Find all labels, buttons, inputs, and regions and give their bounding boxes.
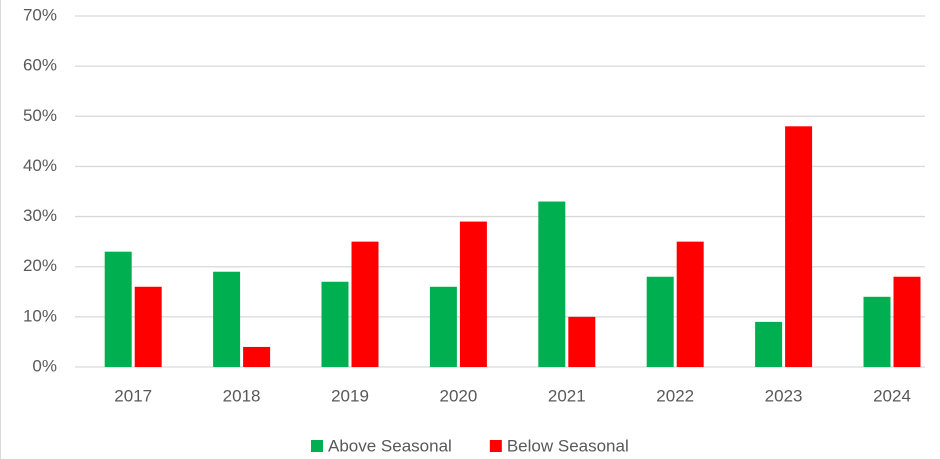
x-tick-label: 2021 <box>548 386 586 405</box>
legend-label: Below Seasonal <box>507 436 629 455</box>
x-tick-label: 2024 <box>873 386 911 405</box>
bar <box>104 251 132 367</box>
y-tick-label: 60% <box>23 56 57 75</box>
bar <box>134 286 162 367</box>
x-tick-label: 2019 <box>331 386 369 405</box>
bar <box>646 276 674 367</box>
bar <box>676 241 704 367</box>
bar <box>568 316 596 367</box>
bar <box>351 241 379 367</box>
x-tick-label: 2023 <box>765 386 803 405</box>
bar <box>243 346 271 367</box>
x-tick-label: 2017 <box>114 386 152 405</box>
x-tick-label: 2018 <box>223 386 261 405</box>
bar <box>755 321 783 367</box>
y-tick-label: 70% <box>23 5 57 24</box>
bar <box>863 296 891 367</box>
y-tick-label: 20% <box>23 256 57 275</box>
y-tick-label: 30% <box>23 206 57 225</box>
legend-swatch <box>311 440 323 452</box>
y-tick-label: 0% <box>32 356 57 375</box>
y-tick-label: 50% <box>23 106 57 125</box>
bar <box>893 276 921 367</box>
bar <box>538 201 566 367</box>
legend-label: Above Seasonal <box>328 436 452 455</box>
bar <box>321 281 349 367</box>
y-tick-label: 10% <box>23 306 57 325</box>
y-tick-label: 40% <box>23 156 57 175</box>
x-tick-label: 2022 <box>656 386 694 405</box>
bar <box>429 286 457 367</box>
bar <box>213 271 241 367</box>
x-tick-label: 2020 <box>439 386 477 405</box>
bar <box>785 126 813 367</box>
bar <box>459 221 487 367</box>
legend-swatch <box>489 440 502 452</box>
